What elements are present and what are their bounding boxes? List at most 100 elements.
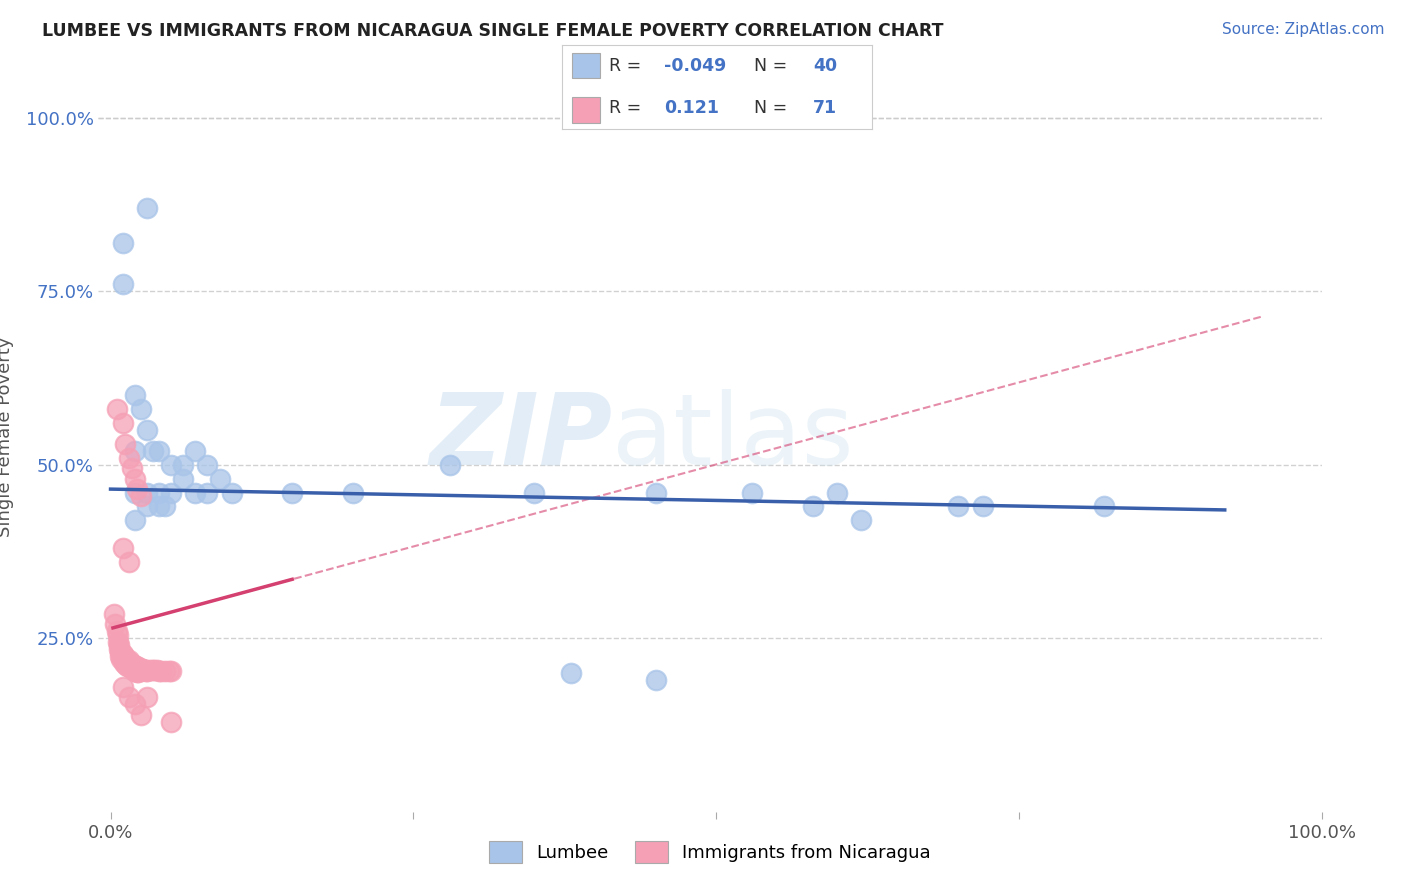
Point	[114, 437, 136, 451]
Point	[114, 656, 136, 670]
Point	[124, 472, 146, 486]
Point	[121, 657, 143, 672]
Point	[197, 458, 219, 472]
Point	[112, 656, 135, 670]
Point	[135, 485, 157, 500]
Point	[135, 690, 157, 705]
Text: 71: 71	[813, 99, 837, 117]
Point	[118, 653, 141, 667]
Point	[148, 444, 170, 458]
Point	[129, 707, 152, 722]
Point	[148, 500, 170, 514]
Text: N =: N =	[754, 99, 793, 117]
Point	[281, 485, 304, 500]
Point	[523, 485, 546, 500]
Point	[172, 472, 194, 486]
Point	[117, 653, 139, 667]
Point	[111, 277, 134, 292]
Point	[111, 680, 134, 694]
Y-axis label: Single Female Poverty: Single Female Poverty	[0, 337, 14, 537]
Point	[160, 458, 183, 472]
Point	[115, 652, 138, 666]
Point	[128, 663, 150, 677]
Point	[103, 607, 125, 621]
Point	[972, 500, 994, 514]
Point	[114, 650, 136, 665]
Point	[118, 660, 141, 674]
Point	[157, 664, 180, 678]
FancyBboxPatch shape	[572, 97, 599, 122]
Point	[129, 489, 152, 503]
Point	[143, 663, 166, 677]
Text: Source: ZipAtlas.com: Source: ZipAtlas.com	[1222, 22, 1385, 37]
Point	[439, 458, 461, 472]
Point	[118, 690, 141, 705]
Point	[121, 461, 143, 475]
Point	[135, 500, 157, 514]
Point	[118, 555, 141, 569]
Point	[105, 402, 128, 417]
Point	[150, 664, 173, 678]
Point	[801, 500, 824, 514]
Point	[851, 513, 873, 527]
Point	[124, 659, 146, 673]
Point	[148, 485, 170, 500]
Point	[125, 664, 148, 678]
Point	[644, 673, 666, 687]
Point	[127, 660, 149, 674]
Point	[135, 664, 157, 678]
Point	[153, 500, 176, 514]
Point	[110, 648, 132, 663]
Point	[124, 513, 146, 527]
Point	[117, 659, 139, 673]
Point	[148, 664, 170, 678]
Point	[129, 402, 152, 417]
Point	[121, 663, 143, 677]
Legend: Lumbee, Immigrants from Nicaragua: Lumbee, Immigrants from Nicaragua	[482, 834, 938, 870]
Point	[160, 664, 183, 678]
Point	[111, 416, 134, 430]
Point	[111, 235, 134, 250]
Point	[107, 634, 129, 648]
Point	[110, 645, 132, 659]
Point	[111, 541, 134, 555]
Point	[160, 714, 183, 729]
Point	[132, 663, 155, 677]
Point	[118, 656, 141, 670]
Point	[221, 485, 243, 500]
Point	[197, 485, 219, 500]
Point	[124, 388, 146, 402]
Point	[560, 665, 582, 680]
Point	[184, 444, 207, 458]
Point	[125, 659, 148, 673]
Point	[208, 472, 231, 486]
Text: 0.121: 0.121	[665, 99, 720, 117]
Text: R =: R =	[609, 57, 647, 75]
Point	[644, 485, 666, 500]
Point	[135, 201, 157, 215]
Point	[108, 641, 131, 656]
Point	[112, 648, 135, 663]
Point	[127, 660, 149, 674]
Point	[124, 697, 146, 711]
Point	[1092, 500, 1115, 514]
Point	[111, 647, 134, 661]
Point	[160, 485, 183, 500]
Point	[138, 663, 160, 677]
Point	[110, 652, 132, 666]
FancyBboxPatch shape	[572, 54, 599, 78]
Point	[105, 624, 128, 639]
Point	[131, 663, 153, 677]
Point	[110, 645, 132, 659]
Point	[124, 664, 146, 678]
Point	[741, 485, 763, 500]
Point	[135, 423, 157, 437]
Text: LUMBEE VS IMMIGRANTS FROM NICARAGUA SINGLE FEMALE POVERTY CORRELATION CHART: LUMBEE VS IMMIGRANTS FROM NICARAGUA SING…	[42, 22, 943, 40]
Point	[172, 458, 194, 472]
Point	[108, 638, 131, 652]
Text: 40: 40	[813, 57, 837, 75]
Text: atlas: atlas	[612, 389, 853, 485]
Point	[142, 444, 165, 458]
Text: R =: R =	[609, 99, 647, 117]
Point	[122, 657, 145, 672]
